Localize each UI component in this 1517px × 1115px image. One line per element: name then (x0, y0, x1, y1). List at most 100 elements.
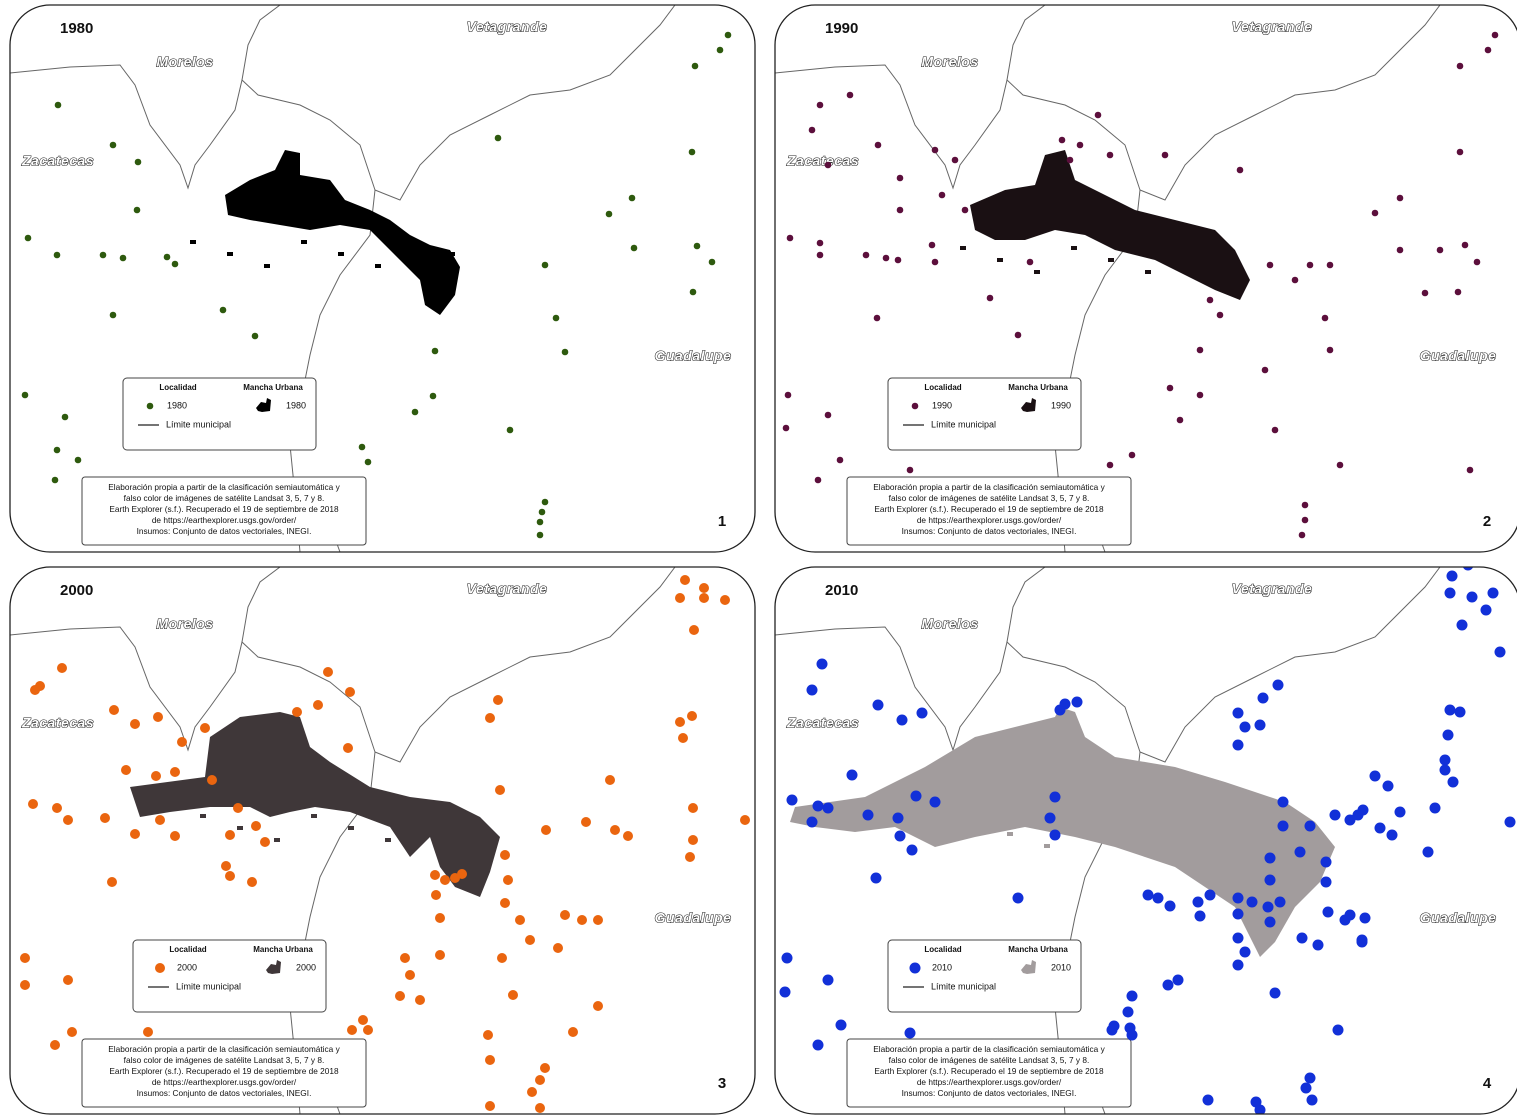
legend-heading: Localidad (924, 383, 961, 392)
locality-dot (577, 915, 587, 925)
locality-dot (1050, 792, 1061, 803)
locality-dot (343, 743, 353, 753)
panel-year: 1980 (60, 20, 93, 37)
locality-dot (987, 295, 994, 302)
locality-dot (495, 785, 505, 795)
map-panel: 1990VetagrandeMorelosZacatecasGuadalupe2… (775, 5, 1517, 552)
locality-dot (1321, 857, 1332, 868)
panel-number: 1 (718, 513, 726, 530)
locality-dot (1197, 392, 1204, 399)
place-label: Zacatecas (21, 715, 94, 731)
urban-speck (1007, 832, 1013, 836)
locality-dot (1143, 890, 1154, 901)
locality-dot (25, 235, 32, 242)
urban-speck (1034, 270, 1040, 274)
locality-dot (897, 715, 908, 726)
panel-frame (10, 5, 755, 552)
place-label: Zacatecas (21, 153, 94, 169)
locality-dot (1275, 897, 1286, 908)
locality-dot (431, 890, 441, 900)
locality-dot (440, 875, 450, 885)
urban-speck (422, 814, 428, 818)
locality-dot (817, 240, 824, 247)
locality-dot (483, 1030, 493, 1040)
locality-dot (1295, 847, 1306, 858)
locality-dot (1305, 1073, 1316, 1084)
locality-dot (155, 815, 165, 825)
urban-speck (375, 264, 381, 268)
urban-speck (1182, 246, 1188, 250)
locality-dot (815, 477, 822, 484)
urban-speck (338, 252, 344, 256)
locality-dot (1375, 823, 1386, 834)
locality-dot (817, 102, 824, 109)
locality-dot (1237, 167, 1244, 174)
locality-dot (20, 953, 30, 963)
locality-dot (100, 252, 107, 259)
source-line: Elaboración propia a partir de la clasif… (108, 1044, 340, 1054)
locality-dot (1299, 532, 1306, 539)
locality-dot (1448, 777, 1459, 788)
locality-dot (1123, 1007, 1134, 1018)
urban-speck (1108, 258, 1114, 262)
source-line: de https://earthexplorer.usgs.gov/order/ (917, 1077, 1062, 1087)
urban-speck (412, 240, 418, 244)
locality-dot (542, 499, 549, 506)
locality-dot (929, 242, 936, 249)
locality-dot (1013, 893, 1024, 904)
legend-year: 1990 (932, 400, 952, 410)
source-line: Earth Explorer (s.f.). Recuperado el 19 … (874, 1066, 1104, 1076)
locality-dot (1463, 560, 1474, 571)
source-line: falso color de imágenes de satélite Land… (124, 493, 325, 503)
locality-dot (699, 593, 709, 603)
locality-dot (347, 1025, 357, 1035)
locality-dot (1455, 707, 1466, 718)
source-line: de https://earthexplorer.usgs.gov/order/ (917, 515, 1062, 525)
locality-dot (685, 852, 695, 862)
legend-heading: Localidad (169, 945, 206, 954)
urban-speck (348, 826, 354, 830)
locality-dot (1203, 1095, 1214, 1106)
locality-dot (1360, 913, 1371, 924)
municipal-boundary (1007, 567, 1045, 642)
legend-year: 2010 (932, 962, 952, 972)
locality-dot (787, 795, 798, 806)
locality-dot (52, 803, 62, 813)
locality-dot (22, 392, 29, 399)
locality-dot (121, 765, 131, 775)
locality-dot (109, 705, 119, 715)
source-line: Earth Explorer (s.f.). Recuperado el 19 … (109, 504, 339, 514)
locality-dot (725, 32, 732, 39)
locality-dot (1127, 1030, 1138, 1041)
place-label: Guadalupe (1420, 910, 1497, 926)
locality-dot (120, 255, 127, 262)
locality-dot (1445, 705, 1456, 716)
locality-dot (1240, 722, 1251, 733)
locality-dot (1340, 915, 1351, 926)
legend-heading: Localidad (159, 383, 196, 392)
locality-dot (813, 1040, 824, 1051)
locality-dot (1165, 901, 1176, 912)
locality-dot (692, 63, 699, 70)
locality-dot (1457, 63, 1464, 70)
locality-dot (30, 685, 40, 695)
locality-dot (1357, 937, 1368, 948)
locality-dot (537, 519, 544, 526)
locality-dot (527, 1087, 537, 1097)
place-label: Zacatecas (786, 715, 859, 731)
locality-dot (593, 915, 603, 925)
urban-speck (970, 820, 976, 824)
locality-dot (1437, 247, 1444, 254)
locality-dot (1313, 940, 1324, 951)
locality-dot (1107, 462, 1114, 469)
source-line: Insumos: Conjunto de datos vectoriales, … (902, 526, 1077, 536)
locality-dot (562, 349, 569, 356)
locality-dot (863, 810, 874, 821)
locality-dot (500, 850, 510, 860)
urban-speck (1219, 258, 1225, 262)
locality-dot (130, 829, 140, 839)
urban-speck (227, 252, 233, 256)
panel-year: 1990 (825, 20, 858, 37)
locality-dot (895, 257, 902, 264)
locality-dot (233, 803, 243, 813)
